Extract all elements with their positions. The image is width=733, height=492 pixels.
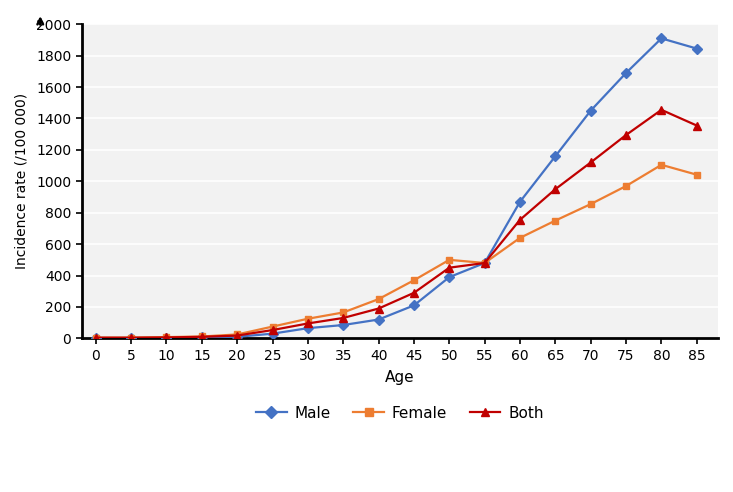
Both xyxy=(445,265,454,271)
Both xyxy=(515,217,524,223)
Female xyxy=(374,296,383,302)
Male xyxy=(515,199,524,205)
X-axis label: Age: Age xyxy=(385,369,415,385)
Male xyxy=(374,316,383,322)
Both xyxy=(233,333,242,338)
Legend: Male, Female, Both: Male, Female, Both xyxy=(250,400,550,427)
Female xyxy=(445,257,454,263)
Female xyxy=(303,316,312,322)
Male xyxy=(551,153,560,159)
Both xyxy=(586,159,595,165)
Both xyxy=(339,315,347,321)
Male xyxy=(233,334,242,340)
Both xyxy=(268,327,277,333)
Female xyxy=(657,162,666,168)
Male xyxy=(410,303,419,308)
Female xyxy=(586,201,595,207)
Male xyxy=(586,108,595,114)
Line: Female: Female xyxy=(92,161,700,341)
Y-axis label: Incidence rate (/100 000): Incidence rate (/100 000) xyxy=(15,93,29,270)
Male xyxy=(162,335,171,340)
Female xyxy=(92,335,100,340)
Female xyxy=(693,172,701,178)
Female xyxy=(480,260,489,266)
Both xyxy=(480,260,489,266)
Female xyxy=(197,334,206,339)
Female xyxy=(515,235,524,241)
Female xyxy=(127,335,136,340)
Female xyxy=(551,217,560,223)
Male xyxy=(339,322,347,328)
Line: Male: Male xyxy=(92,35,700,341)
Female xyxy=(339,309,347,315)
Male xyxy=(92,335,100,341)
Male xyxy=(268,331,277,337)
Male xyxy=(445,274,454,280)
Both xyxy=(374,306,383,311)
Male xyxy=(480,260,489,266)
Both xyxy=(410,290,419,296)
Both xyxy=(162,335,171,340)
Line: Both: Both xyxy=(92,106,701,342)
Both xyxy=(693,123,701,128)
Male xyxy=(127,335,136,341)
Female xyxy=(162,334,171,340)
Male xyxy=(197,334,206,340)
Female xyxy=(622,183,630,189)
Male xyxy=(622,70,630,76)
Both xyxy=(303,320,312,326)
Male xyxy=(303,325,312,331)
Female xyxy=(233,332,242,338)
Both xyxy=(622,132,630,138)
Both xyxy=(657,107,666,113)
Female xyxy=(410,277,419,283)
Both xyxy=(127,335,136,340)
Both xyxy=(197,334,206,340)
Female xyxy=(268,324,277,330)
Male xyxy=(693,46,701,52)
Both xyxy=(551,186,560,192)
Both xyxy=(92,335,100,340)
Male xyxy=(657,35,666,41)
